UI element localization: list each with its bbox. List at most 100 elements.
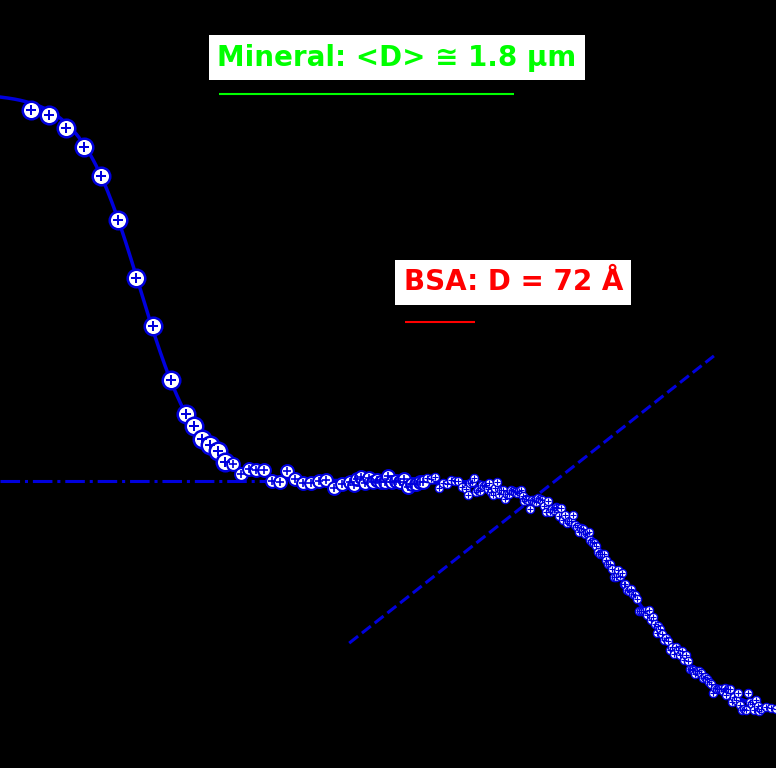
Point xyxy=(543,506,556,518)
Point xyxy=(650,627,663,639)
Point xyxy=(703,676,715,688)
Point xyxy=(689,667,702,680)
Point xyxy=(619,578,632,591)
Point xyxy=(473,485,486,497)
Point xyxy=(601,558,614,571)
Point xyxy=(203,439,216,451)
Point xyxy=(394,476,407,488)
Point xyxy=(379,476,391,488)
Point xyxy=(750,694,762,706)
Point xyxy=(504,485,517,497)
Point xyxy=(582,526,594,538)
Point xyxy=(608,571,620,583)
Point xyxy=(258,464,270,476)
Point xyxy=(765,702,776,714)
Point xyxy=(336,478,348,490)
Point xyxy=(618,578,630,591)
Point xyxy=(289,473,301,485)
Point xyxy=(666,641,678,653)
Point xyxy=(707,687,719,700)
Point xyxy=(481,482,494,495)
Point xyxy=(441,478,453,490)
Point xyxy=(627,588,639,601)
Point xyxy=(165,374,177,386)
Point xyxy=(609,571,622,584)
Point xyxy=(535,494,548,506)
Point xyxy=(456,481,469,493)
Point xyxy=(738,703,750,715)
Point xyxy=(25,104,37,116)
Point xyxy=(635,604,647,617)
Point xyxy=(473,485,486,497)
Point xyxy=(654,623,667,635)
Point xyxy=(561,517,573,529)
Point xyxy=(499,493,511,505)
Point xyxy=(705,678,717,690)
Point xyxy=(60,121,72,134)
Point xyxy=(265,475,278,488)
Point xyxy=(770,703,776,716)
Point xyxy=(305,477,317,489)
Point xyxy=(460,482,473,495)
Point xyxy=(646,611,659,624)
Point xyxy=(691,665,704,677)
Point xyxy=(592,545,605,558)
Point xyxy=(402,481,414,493)
Point xyxy=(542,495,554,507)
Point xyxy=(707,687,719,700)
Point xyxy=(695,667,708,679)
Point xyxy=(130,272,142,284)
Point xyxy=(203,439,216,451)
Point xyxy=(480,478,492,491)
Point xyxy=(605,563,618,575)
Point xyxy=(726,696,739,708)
Point xyxy=(670,641,682,653)
Point xyxy=(511,487,523,499)
Point xyxy=(379,476,391,488)
Point xyxy=(660,632,673,644)
Point xyxy=(95,170,107,182)
Point xyxy=(600,554,612,566)
Point xyxy=(196,433,208,445)
Point xyxy=(485,486,497,498)
Point xyxy=(489,482,501,494)
Point xyxy=(720,689,733,701)
Point xyxy=(355,471,368,483)
Point xyxy=(518,495,531,507)
Point xyxy=(565,515,577,527)
Point xyxy=(569,519,581,531)
Point xyxy=(336,478,348,490)
Point xyxy=(464,477,476,489)
Point xyxy=(445,474,457,486)
Point xyxy=(273,476,286,488)
Text: Mineral: <D> ≅ 1.8 μm: Mineral: <D> ≅ 1.8 μm xyxy=(217,44,577,71)
Point xyxy=(760,700,772,713)
Point xyxy=(570,521,583,534)
Point xyxy=(716,685,729,697)
Point xyxy=(386,475,399,488)
Point xyxy=(578,528,591,541)
Point xyxy=(755,703,767,715)
Point xyxy=(344,476,356,488)
Point xyxy=(631,593,643,605)
Point xyxy=(43,109,55,121)
Point xyxy=(390,475,403,488)
Point xyxy=(605,563,618,575)
Point xyxy=(551,502,563,515)
Point xyxy=(596,548,608,561)
Point xyxy=(433,482,445,495)
Point xyxy=(328,482,341,494)
Point xyxy=(78,141,90,153)
Point xyxy=(507,485,519,497)
Point xyxy=(590,539,602,551)
Point xyxy=(643,604,655,617)
Point xyxy=(629,589,642,601)
Point xyxy=(507,485,519,497)
Point xyxy=(539,505,552,518)
Point xyxy=(406,478,418,490)
Point xyxy=(546,502,558,515)
Point xyxy=(211,445,223,458)
Point xyxy=(555,502,567,515)
Point xyxy=(664,644,677,656)
Point xyxy=(522,493,535,505)
